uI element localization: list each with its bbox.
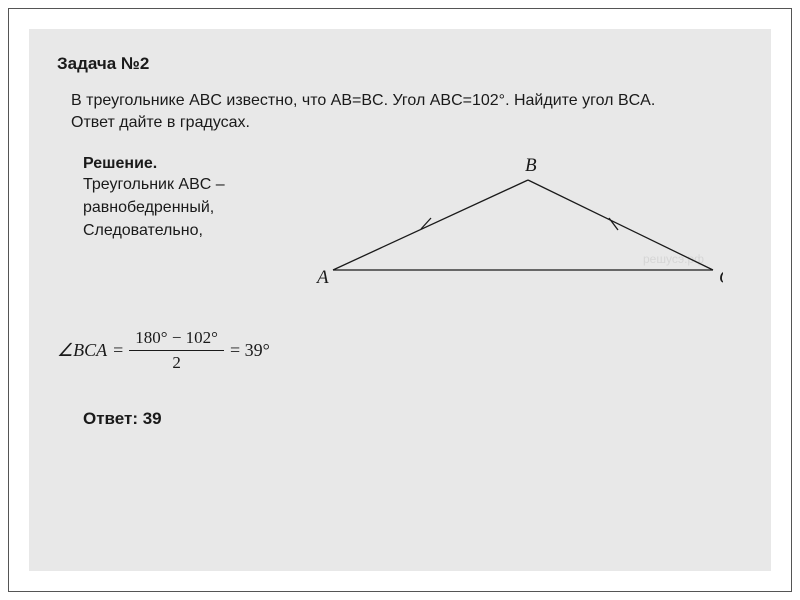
svg-text:решусэ.рф: решусэ.рф [643,252,704,266]
solution-line-2: равнобедренный, [83,199,214,216]
formula-fraction: 180° − 102° 2 [129,328,224,373]
solution-text-block: Решение. Треугольник ABC – равнобедренны… [83,155,283,243]
formula-denominator: 2 [166,351,187,373]
triangle-diagram: решусэ.рф A B C [303,155,723,310]
problem-statement: В треугольнике ABC известно, что AB=BC. … [71,90,671,135]
formula-result: = 39° [230,340,270,361]
solution-line-3: Следовательно, [83,222,203,239]
svg-text:B: B [525,155,537,176]
task-title: Задача №2 [57,54,743,74]
formula-eq1: = [113,340,123,361]
solution-row: Решение. Треугольник ABC – равнобедренны… [83,155,743,310]
formula-lhs: ∠BCA [57,340,107,361]
svg-text:C: C [719,267,723,288]
content-card: Задача №2 В треугольнике ABC известно, ч… [29,29,771,571]
solution-line-1: Треугольник ABC – [83,176,225,193]
slide-frame: Задача №2 В треугольнике ABC известно, ч… [8,8,792,592]
solution-label: Решение. [83,155,157,172]
formula: ∠BCA = 180° − 102° 2 = 39° [57,328,743,373]
svg-text:A: A [315,267,329,288]
triangle-svg: решусэ.рф A B C [303,155,723,305]
formula-numerator: 180° − 102° [129,328,224,351]
answer-text: Ответ: 39 [83,409,743,429]
